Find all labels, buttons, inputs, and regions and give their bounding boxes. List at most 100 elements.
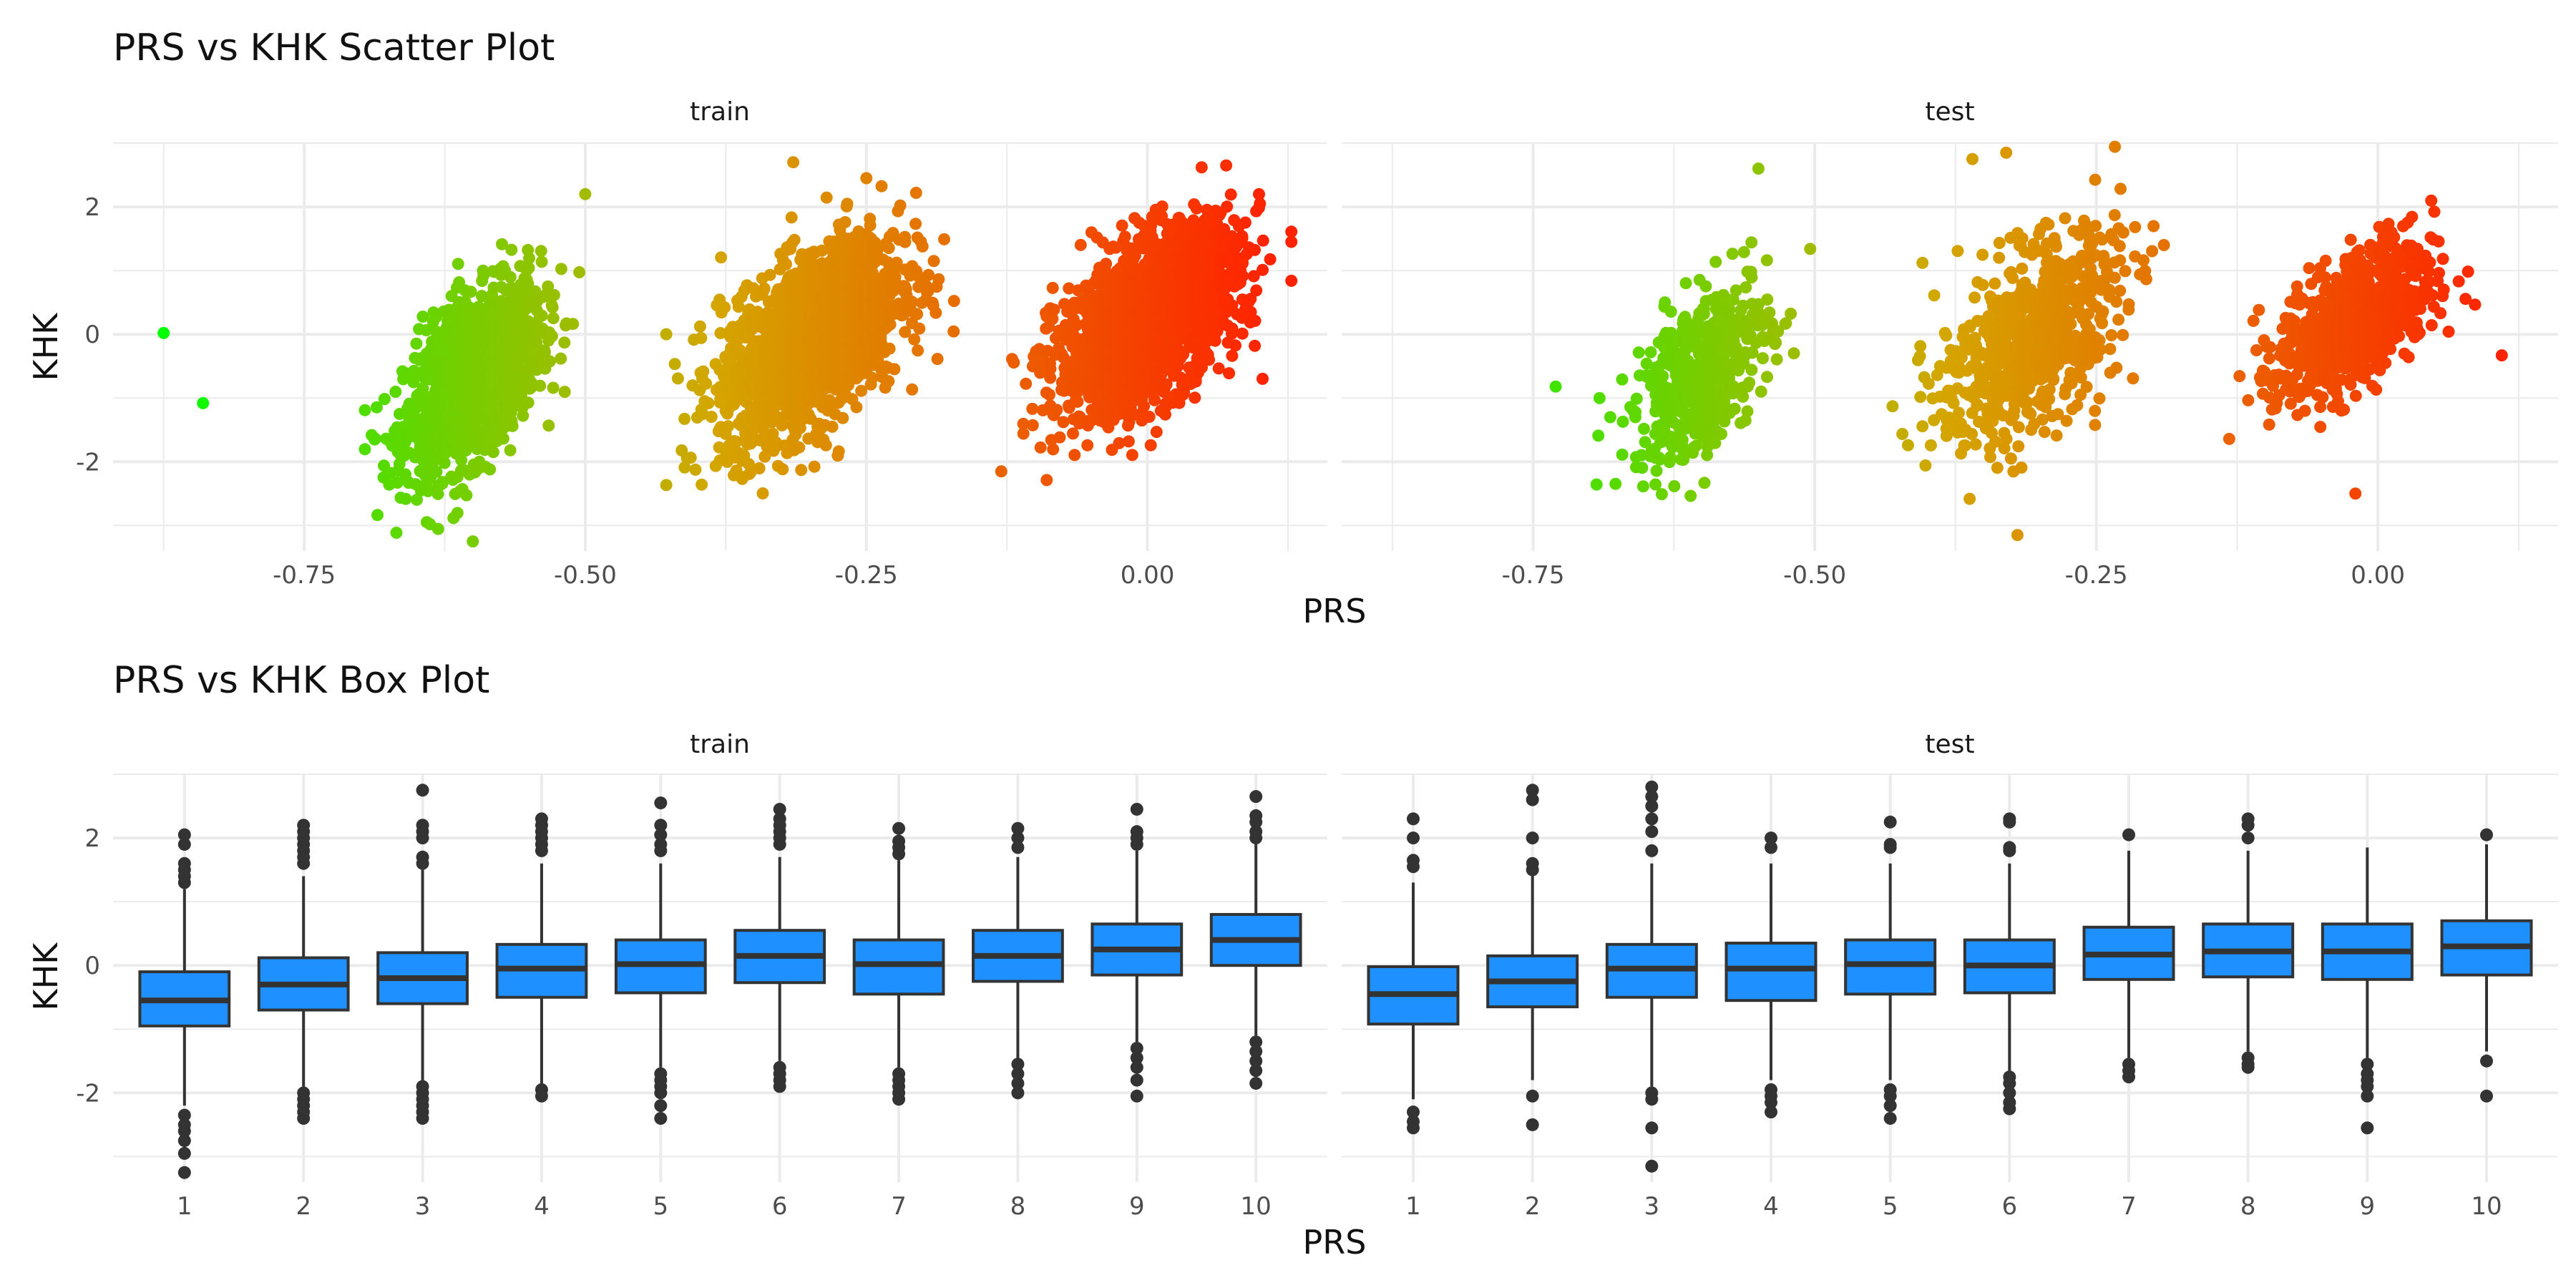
scatter-point (451, 507, 464, 519)
box-title: PRS vs KHK Box Plot (113, 659, 489, 702)
scatter-point (1026, 402, 1039, 415)
scatter-x-tick-label: -0.25 (835, 561, 898, 590)
scatter-point (1046, 281, 1059, 294)
scatter-point (947, 295, 960, 308)
scatter-point (930, 306, 942, 319)
scatter-point (1074, 238, 1087, 251)
scatter-point (399, 492, 412, 505)
scatter-point (1026, 419, 1039, 431)
scatter-point (787, 156, 800, 169)
scatter-point (496, 238, 508, 250)
scatter-point (689, 463, 702, 476)
scatter-point (535, 245, 547, 258)
scatter-point (718, 301, 731, 314)
scatter-point (1057, 416, 1070, 429)
scatter-point (358, 443, 371, 456)
scatter-point (487, 446, 499, 459)
scatter-point (839, 216, 852, 228)
scatter-point (911, 308, 924, 321)
scatter-point (522, 396, 535, 409)
scatter-point (1229, 339, 1241, 352)
scatter-point (506, 419, 519, 432)
scatter-x-tick-label: -0.75 (273, 561, 336, 590)
scatter-point (1020, 377, 1033, 390)
scatter-strip-test: test (1925, 97, 1974, 127)
scatter-point (477, 269, 490, 282)
scatter-point (776, 463, 789, 476)
scatter-point (436, 477, 449, 490)
scatter-x-tick-label: 0.00 (1121, 561, 1175, 590)
scatter-point (882, 375, 895, 388)
scatter-point (808, 460, 821, 473)
scatter-point (875, 180, 888, 192)
scatter-point (1068, 449, 1081, 462)
scatter-point (505, 243, 518, 256)
scatter-point (517, 409, 530, 422)
scatter-point (884, 318, 897, 331)
scatter-point (1126, 449, 1138, 462)
scatter-point (947, 325, 960, 338)
scatter-point (1150, 426, 1163, 439)
scatter-point (1143, 411, 1156, 423)
scatter-point (504, 270, 517, 283)
scatter-point (887, 285, 899, 298)
scatter-point (793, 441, 806, 454)
scatter-point (1017, 427, 1030, 440)
scatter-point (542, 419, 555, 432)
scatter-point (197, 396, 210, 409)
scatter-point (927, 255, 940, 268)
scatter-point (913, 322, 926, 335)
scatter-point (700, 377, 713, 390)
scatter-point (558, 336, 571, 349)
scatter-point (455, 454, 468, 467)
box-strip-train: train (690, 730, 750, 759)
scatter-point (497, 432, 509, 445)
scatter-point (460, 489, 473, 502)
scatter-point (420, 324, 433, 336)
scatter-point (882, 242, 895, 255)
scatter-point (1138, 400, 1151, 413)
scatter-point (1156, 200, 1169, 213)
scatter-point (1144, 439, 1157, 452)
scatter-x-tick-label: -0.50 (554, 561, 617, 590)
scatter-point (758, 282, 771, 295)
scatter-point (1116, 219, 1128, 232)
scatter-point (371, 509, 384, 522)
scatter-point (909, 218, 922, 230)
scatter-point (431, 522, 444, 535)
scatter-point (573, 266, 586, 278)
scatter-point (546, 301, 559, 313)
scatter-point (484, 463, 497, 476)
scatter-point (558, 386, 571, 399)
scatter-point (467, 535, 479, 548)
scatter-point (438, 457, 451, 469)
scatter-point (722, 420, 734, 433)
scatter-point (452, 258, 464, 270)
scatter-point (785, 211, 798, 224)
scatter-point (864, 219, 877, 232)
scatter-panel-train: -0.75 -0.50 -0.25 0.00-202 (76, 142, 1327, 590)
scatter-point (899, 235, 912, 248)
scatter-point (660, 479, 673, 492)
scatter-point (567, 318, 580, 331)
scatter-point (705, 411, 718, 423)
scatter-point (916, 240, 929, 253)
scatter-point (1224, 188, 1237, 201)
scatter-point (430, 465, 443, 478)
scatter-point (826, 420, 839, 433)
scatter-point (693, 320, 706, 333)
scatter-point (836, 411, 849, 424)
scatter-point (1195, 161, 1208, 174)
scatter-point (906, 383, 919, 396)
scatter-point (547, 312, 560, 325)
scatter-point (410, 337, 423, 350)
scatter-point (938, 233, 950, 245)
scatter-title: PRS vs KHK Scatter Plot (113, 26, 555, 69)
scatter-point (702, 397, 715, 409)
scatter-point (695, 331, 708, 344)
scatter-point (660, 328, 673, 341)
scatter-point (358, 404, 371, 416)
scatter-points-train (157, 156, 1298, 548)
scatter-point (504, 444, 517, 457)
